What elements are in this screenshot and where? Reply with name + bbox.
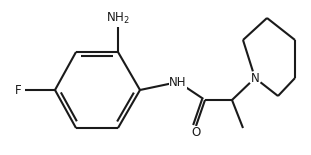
- Text: N: N: [251, 71, 259, 84]
- Text: NH$_2$: NH$_2$: [106, 10, 130, 26]
- Text: F: F: [15, 84, 21, 97]
- Text: O: O: [191, 126, 201, 139]
- Text: NH: NH: [169, 75, 187, 89]
